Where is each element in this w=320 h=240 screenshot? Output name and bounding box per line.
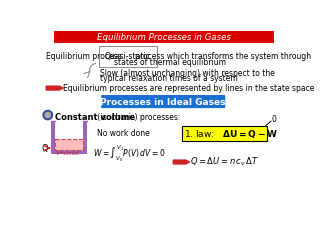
Text: Equilibrium processes are represented by lines in the state space: Equilibrium processes are represented by… [63,84,315,93]
Text: No work done: No work done [97,129,150,138]
Text: V=const.: V=const. [55,151,81,156]
Bar [55,139,83,150]
Text: $Q = \Delta U = n\,c_v\,\Delta T$: $Q = \Delta U = n\,c_v\,\Delta T$ [189,156,258,168]
FancyArrow shape [173,160,189,164]
Bar [83,121,86,154]
Text: Equilibrium process:: Equilibrium process: [46,52,124,61]
Text: 0: 0 [272,115,276,124]
FancyArrow shape [46,86,63,90]
FancyBboxPatch shape [101,95,225,108]
Bar [51,121,55,154]
Text: Quasi-static: Quasi-static [105,52,151,61]
Circle shape [45,112,51,118]
Text: 1. law:   $\mathbf{\Delta U = Q - W}$: 1. law: $\mathbf{\Delta U = Q - W}$ [184,128,278,140]
Text: $W = \int_{V_0}^{V_1} P(V)\,dV = 0$: $W = \int_{V_0}^{V_1} P(V)\,dV = 0$ [93,144,165,164]
Text: states of thermal equilibrium: states of thermal equilibrium [114,58,226,67]
Text: Processes in Ideal Gases: Processes in Ideal Gases [100,98,226,107]
Text: Q: Q [41,144,48,153]
Text: Slow (almost unchanging) with respect to the: Slow (almost unchanging) with respect to… [100,69,275,78]
Text: (isochoric) processes:: (isochoric) processes: [95,113,180,122]
Text: Constant volume: Constant volume [55,113,135,122]
Text: typical relaxation times of a system: typical relaxation times of a system [100,74,238,83]
Bar [182,126,267,141]
Text: process which transforms the system through: process which transforms the system thro… [134,52,311,61]
Text: Equilibrium Processes in Gases: Equilibrium Processes in Gases [97,33,231,42]
Bar [51,150,86,154]
Circle shape [43,110,52,120]
Bar [54,31,274,43]
